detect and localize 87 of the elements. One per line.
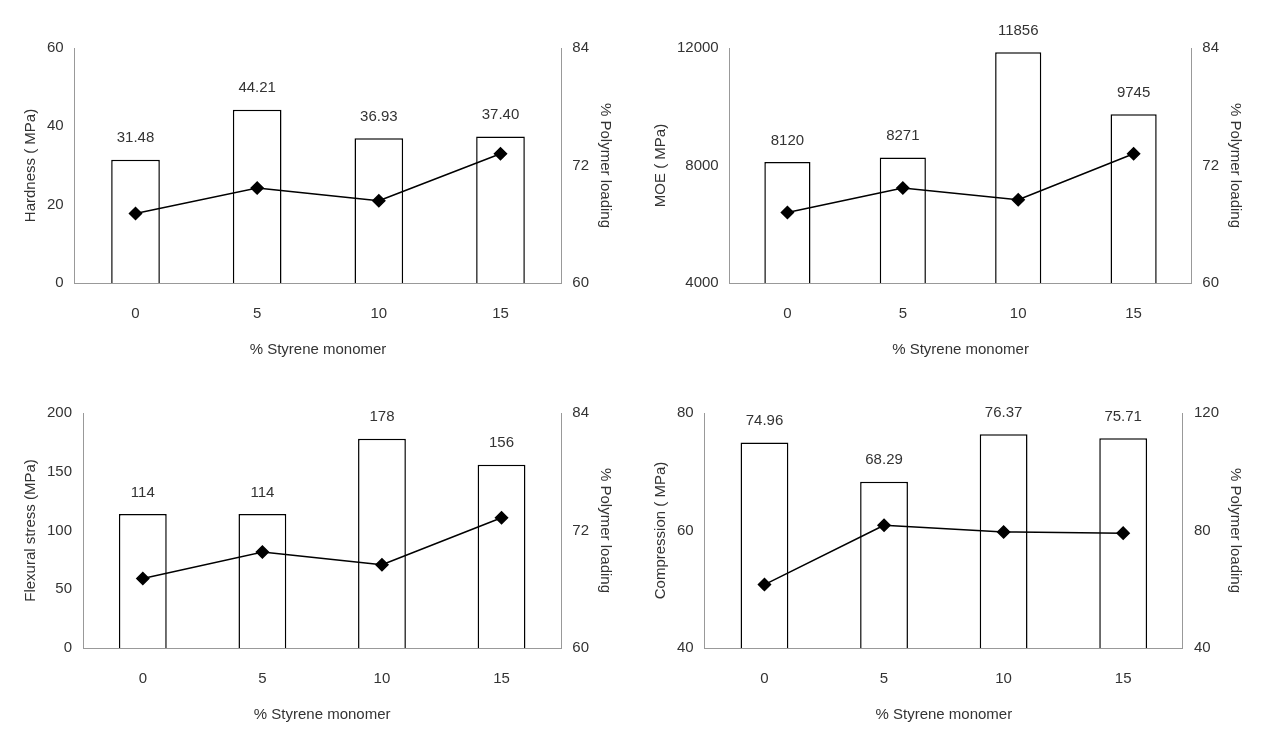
x-tick-label: 10 — [373, 669, 391, 687]
y-tick-label: 50 — [55, 579, 73, 597]
point — [996, 525, 1011, 539]
data-label: 36.93 — [360, 107, 398, 124]
data-label: 74.96 — [745, 411, 784, 429]
data-label: 178 — [369, 407, 395, 425]
y-tick-label: 60 — [47, 38, 64, 56]
y-tick-label: 12000 — [676, 38, 719, 56]
point — [372, 194, 386, 208]
data-label: 114 — [250, 482, 275, 500]
y2-tick-label: 40 — [1193, 638, 1211, 656]
point — [494, 511, 509, 525]
y-tick-label: 0 — [63, 638, 73, 656]
data-label: 8271 — [886, 126, 920, 144]
data-label: 44.21 — [238, 78, 276, 96]
y-tick-label: 150 — [47, 461, 73, 479]
y2-tick-label: 84 — [572, 38, 589, 56]
x-axis-title: % Styrene monomer — [249, 340, 387, 358]
y2-tick-label: 72 — [572, 155, 589, 173]
x-tick-label: 5 — [898, 304, 907, 322]
y2-tick-label: 84 — [572, 403, 589, 421]
y2-tick-label: 60 — [572, 273, 589, 291]
y2-tick-label: 60 — [572, 638, 589, 656]
data-label: 76.37 — [984, 402, 1023, 420]
data-label: 75.71 — [1104, 406, 1142, 424]
y2-tick-label: 80 — [1193, 520, 1211, 538]
x-tick-label: 15 — [492, 304, 509, 322]
y2-axis-title: % Polymer loading — [1227, 467, 1245, 594]
y2-tick-label: 120 — [1193, 403, 1219, 421]
y-tick-label: 4000 — [685, 273, 719, 291]
y-tick-label: 40 — [677, 638, 694, 656]
y-axis-title: MOE ( MPa) — [651, 123, 669, 208]
y2-tick-label: 84 — [1202, 38, 1219, 56]
data-label: 37.40 — [481, 105, 520, 123]
x-tick-label: 15 — [1125, 304, 1142, 322]
y-axis-title: Compression ( MPa) — [651, 461, 669, 600]
point — [255, 545, 270, 559]
point — [1011, 193, 1025, 207]
data-label: 156 — [489, 433, 515, 451]
y-tick-label: 60 — [677, 520, 694, 538]
point — [375, 558, 389, 572]
x-tick-label: 0 — [760, 669, 769, 687]
point — [493, 147, 508, 161]
y2-tick-label: 60 — [1202, 273, 1219, 291]
y2-axis-title: % Polymer loading — [1227, 102, 1245, 229]
x-tick-label: 10 — [995, 669, 1012, 687]
point — [780, 205, 795, 220]
point — [1126, 147, 1141, 161]
y-tick-label: 200 — [47, 403, 73, 421]
data-label: 9745 — [1116, 82, 1151, 100]
point — [136, 571, 150, 586]
y-tick-label: 0 — [55, 273, 64, 291]
y2-tick-label: 72 — [1202, 155, 1219, 173]
data-label: 31.48 — [116, 128, 155, 146]
point — [757, 577, 772, 592]
point — [250, 181, 264, 195]
data-label: 11856 — [997, 20, 1039, 38]
point — [877, 518, 891, 532]
x-tick-label: 0 — [783, 304, 792, 322]
y-tick-label: 40 — [47, 116, 64, 134]
x-tick-label: 10 — [370, 304, 388, 322]
y-tick-label: 8000 — [685, 155, 719, 173]
x-tick-label: 10 — [1009, 304, 1027, 322]
data-label: 114 — [130, 482, 155, 500]
point — [128, 206, 143, 221]
y-tick-label: 80 — [677, 403, 694, 421]
data-label: 68.29 — [865, 450, 903, 468]
y-axis-title: Hardness ( MPa) — [21, 108, 39, 223]
x-axis-title: % Styrene monomer — [875, 705, 1013, 723]
x-tick-label: 0 — [131, 304, 140, 322]
y-tick-label: 20 — [47, 194, 64, 212]
y-tick-label: 100 — [47, 520, 73, 538]
x-tick-label: 15 — [1114, 669, 1132, 687]
x-tick-label: 0 — [138, 669, 147, 687]
x-tick-label: 15 — [493, 669, 510, 687]
x-axis-title: % Styrene monomer — [253, 705, 391, 723]
x-tick-label: 5 — [253, 304, 262, 322]
y-axis-title: Flexural stress (MPa) — [21, 459, 39, 602]
point — [1116, 526, 1130, 540]
y2-axis-title: % Polymer loading — [597, 102, 615, 229]
x-axis-title: % Styrene monomer — [892, 340, 1029, 358]
x-tick-label: 5 — [879, 669, 889, 687]
point — [896, 181, 910, 195]
y2-tick-label: 72 — [572, 520, 589, 538]
x-tick-label: 5 — [258, 669, 267, 687]
data-label: 8120 — [770, 130, 805, 148]
y2-axis-title: % Polymer loading — [597, 467, 615, 594]
